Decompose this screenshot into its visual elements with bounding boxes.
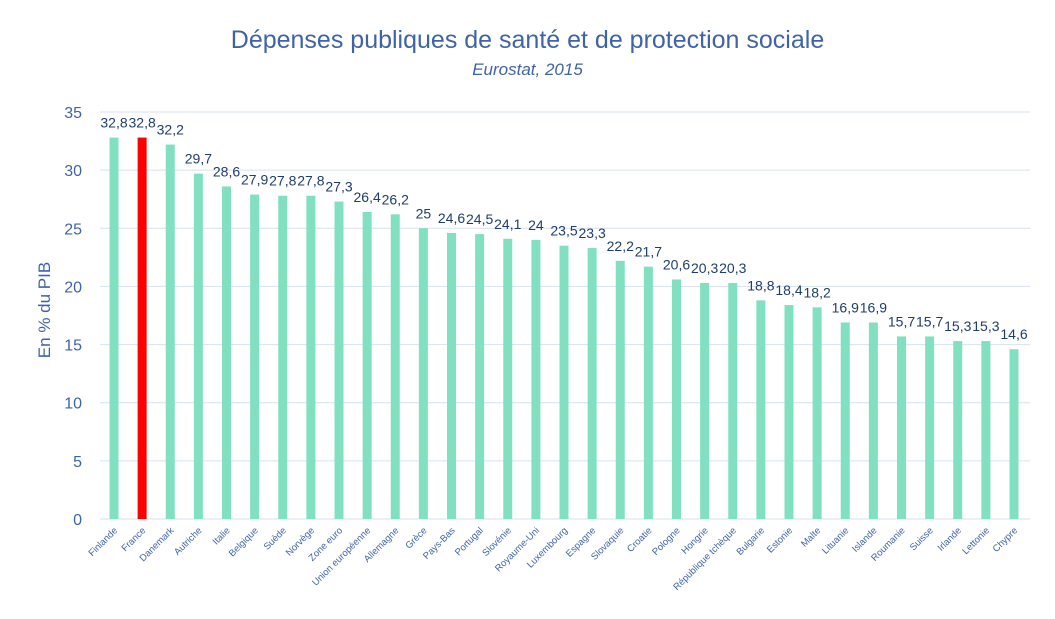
x-tick-label: Estonie: [765, 525, 795, 555]
x-tick-label: Suisse: [908, 525, 936, 553]
data-label: 27,3: [325, 179, 352, 195]
bar: [334, 201, 344, 520]
data-label: 28,6: [213, 163, 240, 179]
bar: [278, 195, 288, 519]
bar: [362, 212, 372, 519]
y-tick-label: 35: [64, 105, 82, 122]
y-tick-label: 20: [64, 279, 82, 296]
data-label: 24,1: [494, 216, 521, 232]
data-label: 15,3: [944, 318, 971, 334]
x-tick-label: Lituanie: [820, 525, 851, 556]
bar: [615, 260, 625, 519]
bar: [447, 232, 456, 520]
data-label: 24: [528, 217, 544, 233]
bar: [222, 186, 231, 519]
x-tick-label: Malte: [799, 525, 823, 549]
chart-subtitle: Eurostat, 2015: [472, 60, 583, 79]
bar: [306, 195, 316, 519]
x-tick-label: Bulgarie: [735, 525, 767, 557]
data-label: 27,9: [241, 172, 268, 188]
data-label: 20,3: [691, 260, 718, 276]
bar: [953, 341, 963, 519]
y-tick-label: 0: [73, 512, 82, 529]
data-label: 18,2: [804, 284, 831, 300]
data-label: 32,8: [100, 115, 127, 131]
x-tick-label: Finlande: [87, 525, 121, 559]
bar: [672, 279, 681, 519]
bar: [531, 239, 541, 519]
data-label: 20,3: [719, 260, 746, 276]
bar: [700, 282, 710, 519]
bar: [784, 305, 794, 519]
x-tick-label: Grèce: [403, 525, 429, 551]
bar: [390, 214, 400, 519]
data-label: 32,2: [157, 122, 184, 138]
data-label: 21,7: [635, 244, 662, 260]
data-label: 27,8: [269, 173, 296, 189]
bar: [418, 228, 428, 520]
bar: [165, 144, 175, 519]
data-label: 23,3: [579, 225, 606, 241]
data-label: 22,2: [607, 238, 634, 254]
bar: [137, 137, 147, 519]
data-label: 20,6: [663, 256, 690, 272]
data-label: 27,8: [297, 173, 324, 189]
data-label: 24,5: [466, 211, 493, 227]
bar: [1009, 349, 1019, 519]
data-label: 15,7: [888, 313, 915, 329]
data-label: 15,7: [916, 313, 943, 329]
chart-title: Dépenses publiques de santé et de protec…: [230, 26, 825, 54]
data-label: 16,9: [832, 299, 859, 315]
x-tick-label: Autriche: [172, 525, 204, 557]
y-tick-label: 5: [73, 454, 82, 471]
x-tick-label: Chypre: [991, 525, 1020, 554]
data-label: 14,6: [1000, 326, 1027, 342]
y-tick-label: 10: [64, 396, 82, 413]
bar: [812, 307, 822, 519]
bar: [925, 336, 935, 519]
bar: [475, 234, 485, 519]
data-label: 24,6: [438, 210, 465, 226]
bar: [587, 248, 597, 519]
bar: [981, 341, 991, 519]
bar: [868, 322, 878, 519]
x-tick-label: Portugal: [453, 525, 486, 558]
data-label: 25: [416, 205, 432, 221]
x-tick-label: Belgique: [227, 525, 261, 559]
bar: [109, 137, 119, 519]
data-label: 29,7: [185, 151, 212, 167]
bar: [250, 194, 260, 519]
bar: [897, 336, 906, 519]
data-label: 26,2: [382, 191, 409, 207]
x-tick-label: Lettonie: [960, 525, 992, 557]
bar: [503, 238, 513, 519]
bar: [728, 282, 738, 519]
bar: [643, 266, 653, 519]
bar: [840, 322, 850, 519]
data-label: 23,5: [550, 223, 577, 239]
data-label: 32,8: [129, 115, 156, 131]
bar: [193, 173, 203, 520]
data-label: 18,4: [775, 282, 802, 298]
x-tick-label: Pologne: [650, 525, 682, 557]
data-label: 16,9: [860, 299, 887, 315]
data-label: 15,3: [972, 318, 999, 334]
data-label: 18,8: [747, 277, 774, 293]
x-tick-label: Italie: [211, 525, 233, 547]
y-tick-label: 30: [64, 163, 82, 180]
y-tick-label: 15: [64, 338, 82, 355]
y-tick-label: 25: [64, 221, 82, 238]
bar: [559, 245, 569, 519]
data-label: 26,4: [354, 189, 381, 205]
bar: [756, 300, 766, 519]
